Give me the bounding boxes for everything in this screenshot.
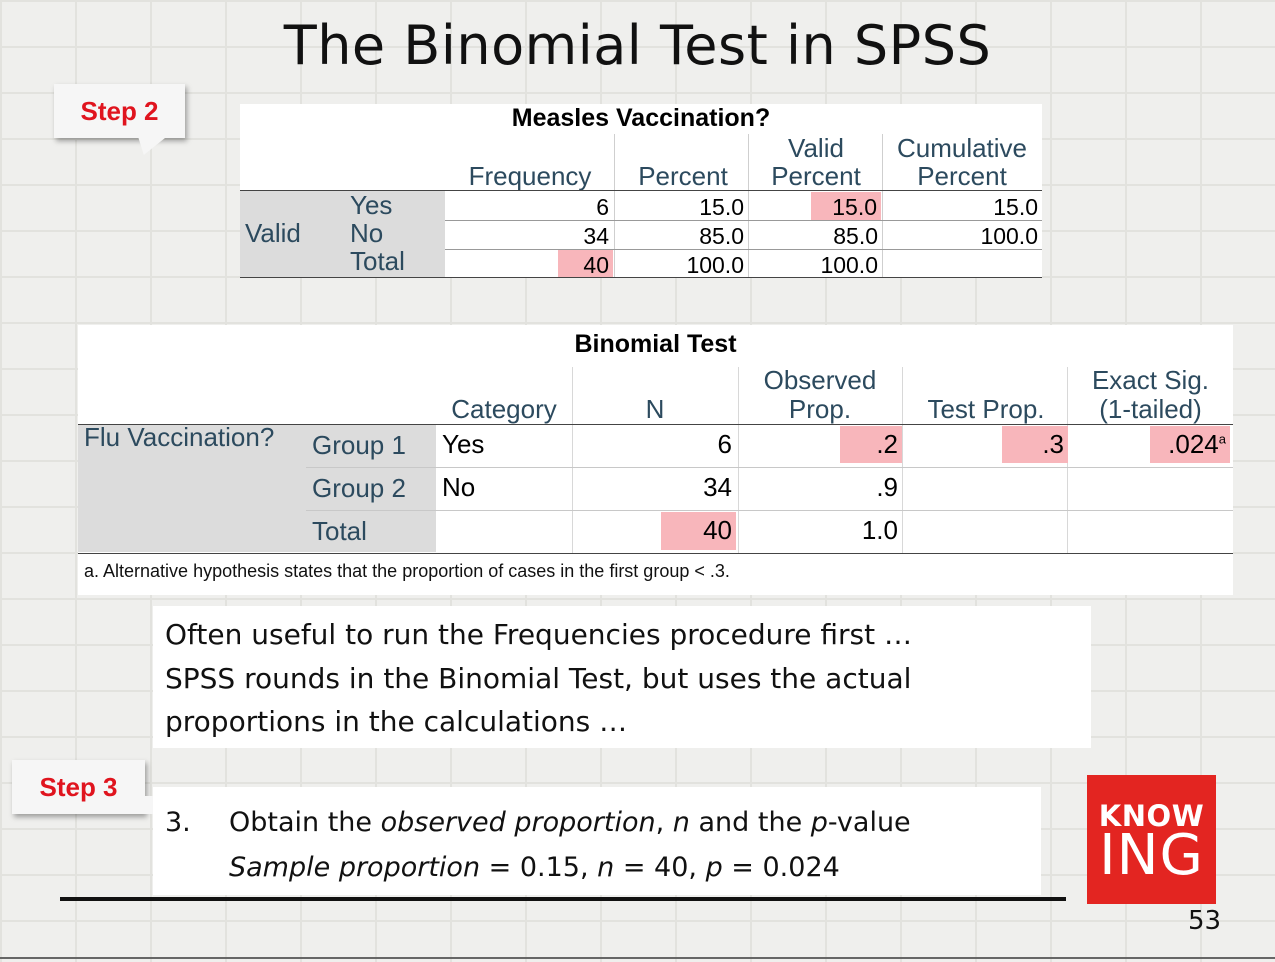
row-header-area: [240, 190, 445, 278]
col-header-cumulative-line2: Percent: [917, 161, 1007, 191]
explanation-note: Often useful to run the Frequencies proc…: [153, 606, 1091, 748]
column-divider: [614, 134, 615, 278]
row-divider: [445, 220, 1042, 221]
text-italic: p: [810, 807, 828, 838]
column-divider: [738, 367, 739, 553]
row-header-area: [78, 424, 436, 552]
cell-yes-cumulative: 15.0: [993, 194, 1038, 220]
row-label-group-1: Group 1: [312, 430, 406, 460]
cell-total-valid-percent: 100.0: [820, 252, 878, 278]
page-number: 53: [1188, 906, 1222, 936]
text-italic: n: [597, 852, 615, 883]
col-header-cumulative-line1: Cumulative: [896, 133, 1028, 163]
text: -value: [827, 807, 911, 838]
row-label-yes: Yes: [350, 190, 393, 220]
row-divider: [445, 249, 1042, 250]
step-3-callout: Step 3: [12, 760, 167, 814]
column-divider: [882, 134, 883, 278]
row-divider: [306, 467, 1233, 468]
col-header-percent: Percent: [638, 161, 728, 191]
col-header-valid-line1: Valid: [788, 133, 844, 163]
col-header-frequency: Frequency: [468, 161, 592, 191]
knowing-logo: KNOW ING: [1087, 775, 1216, 904]
cell-group-2-category: No: [442, 472, 476, 502]
bottom-rule: [240, 277, 1042, 278]
binomial-test-table: Binomial Test Category N Observed Prop. …: [78, 325, 1233, 595]
footer-line: [0, 957, 1275, 959]
text-italic: observed proportion: [380, 807, 656, 838]
step-2-callout: Step 2: [54, 84, 185, 138]
col-header-observed-line2: Prop.: [788, 394, 852, 424]
col-header-exact-sig-line1: Exact Sig.: [1091, 365, 1210, 395]
text: = 0.024: [722, 852, 840, 883]
text: ,: [655, 807, 673, 838]
cell-no-valid-percent: 85.0: [833, 223, 878, 249]
group-label-valid: Valid: [245, 218, 301, 248]
text: = 0.15,: [480, 852, 598, 883]
cell-group-2-observed: .9: [876, 472, 898, 502]
instruction-line-1: Obtain the observed proportion, n and th…: [229, 807, 911, 838]
cell-yes-frequency: 6: [596, 194, 609, 220]
cell-yes-valid-percent: 15.0: [811, 192, 881, 220]
column-divider: [902, 367, 903, 553]
row-label-total: Total: [312, 516, 367, 546]
cell-group-1-exact-sig: .024a: [1150, 426, 1230, 463]
logo-line-1: KNOW: [1098, 799, 1205, 833]
bottom-rule: [78, 553, 1233, 554]
note-line-2: SPSS rounds in the Binomial Test, but us…: [165, 662, 912, 695]
col-header-category: Category: [451, 394, 557, 424]
cell-yes-percent: 15.0: [699, 194, 744, 220]
variable-label-flu-vaccination: Flu Vaccination?: [84, 422, 275, 452]
cell-group-1-observed: .2: [840, 426, 902, 463]
column-divider: [748, 134, 749, 278]
step-3-instructions: 3. Obtain the observed proportion, n and…: [153, 787, 1041, 895]
note-line-3: proportions in the calculations …: [165, 705, 628, 738]
col-header-n: N: [645, 394, 665, 424]
bottom-divider: [60, 897, 1066, 901]
col-header-test-prop: Test Prop.: [927, 394, 1045, 424]
cell-group-2-n: 34: [703, 472, 732, 502]
slide-title: The Binomial Test in SPSS: [283, 14, 992, 77]
cell-no-cumulative: 100.0: [980, 223, 1038, 249]
col-header-observed-line1: Observed: [763, 365, 877, 395]
cell-group-1-n: 6: [717, 429, 732, 459]
binomial-table-title: Binomial Test: [574, 330, 737, 358]
header-rule: [78, 424, 1233, 425]
instruction-line-2: Sample proportion = 0.15, n = 40, p = 0.…: [229, 852, 840, 883]
col-header-exact-sig-line2: (1-tailed): [1099, 394, 1202, 424]
text: Obtain the: [229, 807, 381, 838]
cell-total-percent: 100.0: [686, 252, 744, 278]
col-header-valid-line2: Percent: [771, 161, 861, 191]
cell-total-frequency: 40: [558, 250, 613, 278]
row-label-total: Total: [350, 246, 405, 276]
note-line-1: Often useful to run the Frequencies proc…: [165, 618, 913, 651]
column-divider: [572, 367, 573, 553]
text: and the: [689, 807, 811, 838]
cell-total-n: 40: [661, 512, 736, 550]
frequencies-table-title: Measles Vaccination?: [511, 104, 771, 132]
cell-no-frequency: 34: [583, 223, 609, 249]
row-divider: [306, 510, 1233, 511]
footnote-marker: a: [1218, 431, 1226, 447]
frequencies-table: Measles Vaccination? Frequency Percent V…: [240, 104, 1042, 278]
exact-sig-value: .024: [1168, 429, 1219, 459]
text-italic: p: [705, 852, 723, 883]
text-italic: Sample proportion: [229, 852, 481, 883]
cell-total-observed: 1.0: [861, 515, 898, 545]
table-footnote: a. Alternative hypothesis states that th…: [84, 561, 730, 581]
text: = 40,: [614, 852, 706, 883]
cell-group-1-category: Yes: [442, 429, 485, 459]
row-label-no: No: [350, 218, 384, 248]
text-italic: n: [672, 807, 690, 838]
step-number: 3.: [165, 807, 191, 838]
cell-no-percent: 85.0: [699, 223, 744, 249]
row-label-group-2: Group 2: [312, 473, 406, 503]
header-rule: [240, 190, 1042, 191]
cell-group-1-test-prop: .3: [1002, 426, 1068, 463]
logo-line-2: ING: [1099, 823, 1204, 888]
